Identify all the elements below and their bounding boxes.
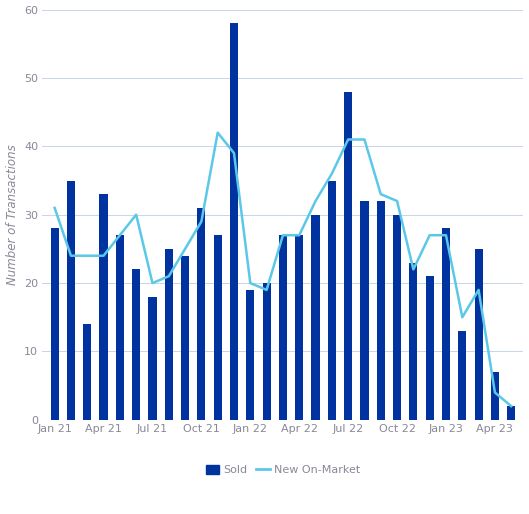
Bar [312,215,320,420]
Bar [442,228,450,420]
Bar [83,324,92,420]
Bar [458,331,467,420]
Bar [491,372,499,420]
Bar [279,235,287,420]
Bar [426,276,434,420]
Bar [99,194,107,420]
Bar [214,235,222,420]
Bar [409,263,417,420]
Y-axis label: Number of Transactions: Number of Transactions [6,144,19,285]
Legend: Sold, New On-Market: Sold, New On-Market [201,461,365,480]
Bar [197,208,205,420]
Bar [181,256,189,420]
Bar [67,180,75,420]
Bar [149,297,157,420]
Bar [507,406,515,420]
Bar [393,215,401,420]
Bar [132,269,140,420]
Bar [165,249,173,420]
Bar [328,180,336,420]
Bar [246,290,254,420]
Bar [475,249,482,420]
Bar [230,23,238,420]
Bar [344,91,352,420]
Bar [116,235,124,420]
Bar [377,201,385,420]
Bar [295,235,303,420]
Bar [51,228,59,420]
Bar [262,283,271,420]
Bar [360,201,369,420]
